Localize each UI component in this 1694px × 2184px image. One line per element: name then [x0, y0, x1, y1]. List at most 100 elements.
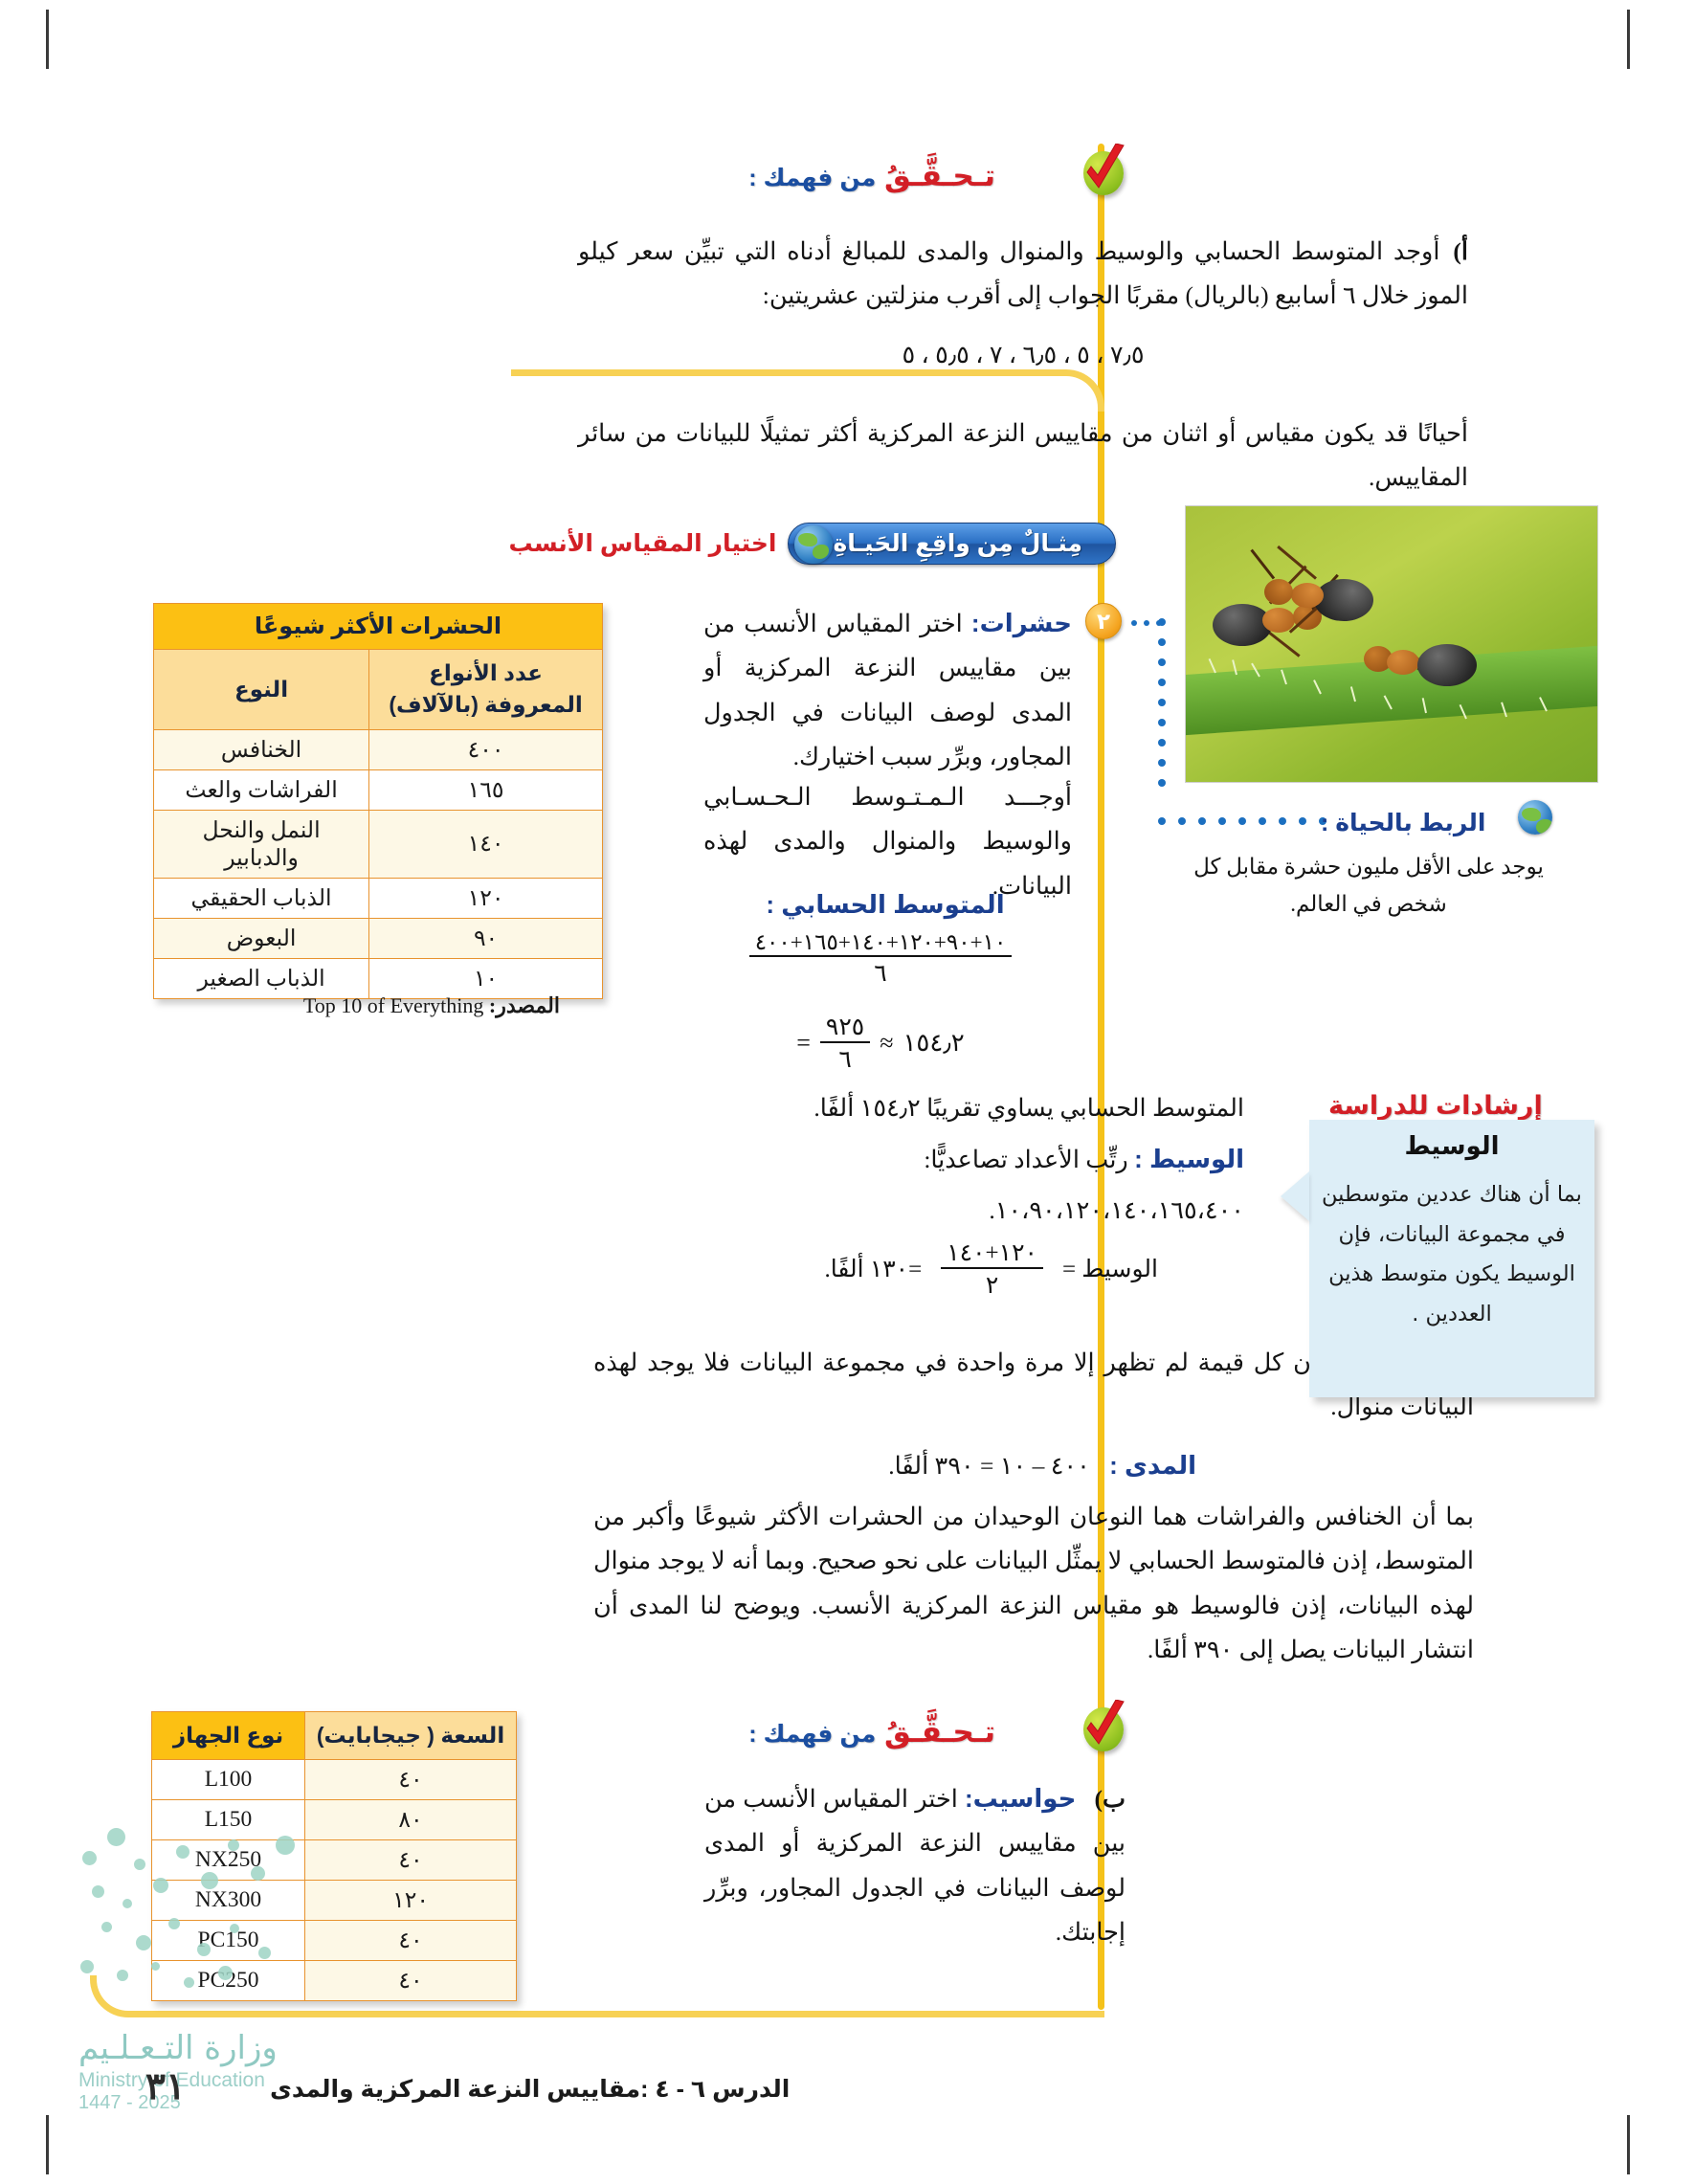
computers-col-device: نوع الجهاز [150, 1710, 306, 1761]
ministry-logo-ar: وزارة التـعـلـيم [78, 2029, 278, 2067]
life-link-title: الربط بالحياة : [1321, 810, 1486, 836]
example-prompt: حشرات: اختر المقياس الأنسب من بين مقاييس… [703, 601, 1072, 780]
crop-mark-top-left [46, 10, 49, 69]
example-number-badge: ٢ [1085, 603, 1122, 639]
insects-table-title-row: الحشرات الأكثر شيوعًا [153, 603, 603, 650]
insect-name: الذباب الصغير [152, 957, 370, 999]
table-row: ١٢٠ NX300 [150, 1880, 517, 1922]
median-result: =١٣٠ ألفًا. [824, 1257, 923, 1282]
mean-label: المتوسط الحسابي : [766, 890, 1005, 919]
banner-red-title: اختيار المقياس الأنسب [508, 530, 777, 557]
decorative-dots [80, 1816, 301, 2008]
insect-count: ٤٠٠ [368, 728, 603, 770]
check-bottom-text: اختر المقياس الأنسب من بين مقاييس النزعة… [704, 1785, 1126, 1947]
ministry-logo-en: Ministry of Education [78, 2069, 265, 2091]
crop-mark-bottom-right [1627, 2115, 1630, 2174]
ants-photo [1185, 505, 1598, 783]
table-row: ٤٠٠ الخنافس [152, 728, 603, 770]
insects-table-title: الحشرات الأكثر شيوعًا [153, 603, 603, 650]
check-understanding-heading-bottom: تـحـقَّـقُ من فهمك : [748, 1715, 995, 1749]
banner-pill-label: مِثـالٌ مِن واقِعِ الحَيـاةِ [833, 530, 1082, 557]
example-task: أوجـــد الـمـتـوسط الـحـسـابي والوسيط وا… [703, 783, 1072, 900]
source-value: Top 10 of Everything [302, 993, 484, 1017]
globe-icon [1518, 800, 1552, 835]
life-link-dots-vertical [1158, 618, 1166, 787]
computers-table: السعة ( جيجابايت) نوع الجهاز ٤٠ L100 ٨٠ … [150, 1710, 517, 2002]
computer-capacity: ٨٠ [304, 1799, 517, 1841]
mean-result-line: ١٥٤٫٢ ≈ ٩٢٥ ٦ = [718, 1013, 1043, 1074]
table-row: ١٤٠ النمل والنحل والدبابير [152, 809, 603, 879]
check-badge-top [1078, 144, 1131, 199]
table-row: ٩٠ البعوض [152, 917, 603, 959]
check-top-item: أ)أوجد المتوسط الحسابي والوسيط والمنوال … [578, 230, 1468, 319]
median-den: ٢ [941, 1267, 1043, 1300]
insect-name: النمل والنحل والدبابير [152, 809, 370, 879]
table-row: ١٦٥ الفراشات والعث [152, 769, 603, 811]
median-instruction: رتِّب الأعداد تصاعديًّا: [924, 1146, 1128, 1173]
checkmark-icon [1086, 1700, 1125, 1745]
approx-sign: ≈ [880, 1029, 894, 1057]
insect-count: ١٠ [368, 957, 603, 999]
computer-capacity: ٤٠ [304, 1839, 517, 1882]
range-text: ٤٠٠ – ١٠ = ٣٩٠ ألفًا. [888, 1452, 1090, 1480]
crop-mark-top-right [1627, 10, 1630, 69]
source-label: المصدر: [488, 993, 560, 1017]
insects-table: الحشرات الأكثر شيوعًا عدد الأنواع المعرو… [152, 603, 603, 999]
median-equation: الوسيط = ١٢٠+١٤٠ ٢ =١٣٠ ألفًا. [622, 1238, 1159, 1300]
check-subtitle: من فهمك : [748, 1721, 877, 1748]
check-title: تـحـقَّـقُ [883, 1715, 995, 1749]
check-badge-bottom [1078, 1700, 1131, 1755]
conclusion-paragraph: بما أن الخنافس والفراشات هما النوعان الو… [593, 1503, 1474, 1664]
computer-capacity: ٤٠ [304, 1920, 517, 1962]
mean-frac2-num: ٩٢٥ [825, 1014, 865, 1040]
insect-name: الفراشات والعث [152, 769, 370, 811]
check-subtitle: من فهمك : [748, 165, 877, 191]
insect-name: الذباب الحقيقي [152, 877, 370, 919]
insects-col-type: النوع [152, 649, 370, 730]
insect-count: ١٢٠ [368, 877, 603, 919]
study-tip-text: بما أن هناك عددين متوسطين في مجموعة البي… [1322, 1182, 1582, 1326]
equals-sign: = [796, 1029, 811, 1057]
check-top-item-label: أ) [1453, 237, 1468, 265]
computer-device: L100 [150, 1759, 306, 1801]
mean-fraction-1: ١٠+٩٠+١٢٠+١٤٠+١٦٥+٤٠٠ ٦ [699, 930, 1062, 988]
range-block: المدى : ٤٠٠ – ١٠ = ٣٩٠ ألفًا. [593, 1443, 1196, 1488]
median-ordered: ١٠،٩٠،١٢٠،١٤٠،١٦٥،٤٠٠. [989, 1196, 1244, 1224]
check-bottom-topic: حواسيب: [965, 1784, 1077, 1813]
example-topic: حشرات: [970, 609, 1072, 637]
check-top-values: ٧٫٥ ، ٥ ، ٦٫٥ ، ٧ ، ٥٫٥ ، ٥ [902, 341, 1145, 368]
life-link-dots-horizontal [1158, 817, 1326, 825]
life-link-text: يوجد على الأقل مليون حشرة مقابل كل شخص ف… [1193, 855, 1544, 917]
globe-icon [794, 525, 834, 564]
check-bottom-item-label: ب) [1094, 1785, 1126, 1813]
table-row: ١٠ الذباب الصغير [152, 957, 603, 999]
table-row: ٨٠ L150 [150, 1799, 517, 1841]
insects-table-header-row: عدد الأنواع المعروفة (بالآلاف) النوع [152, 649, 603, 730]
study-tip-box [1309, 1120, 1594, 1397]
computer-capacity: ٤٠ [304, 1960, 517, 2002]
median-label: الوسيط : [1134, 1145, 1244, 1173]
mean-result-value: ١٥٤٫٢ [903, 1029, 965, 1057]
intro-paragraph: أحيانًا قد يكون مقياس أو اثنان من مقاييس… [578, 419, 1468, 492]
insect-count: ١٤٠ [368, 809, 603, 879]
mean-numerator: ١٠+٩٠+١٢٠+١٤٠+١٦٥+٤٠٠ [754, 930, 1007, 954]
computer-capacity: ١٢٠ [304, 1880, 517, 1922]
table-row: ١٢٠ الذباب الحقيقي [152, 877, 603, 919]
check-understanding-heading-top: تـحـقَّـقُ من فهمك : [748, 159, 995, 193]
computers-table-header-row: السعة ( جيجابايت) نوع الجهاز [150, 1710, 517, 1761]
real-life-example-banner: مِثـالٌ مِن واقِعِ الحَيـاةِ اختيار المق… [508, 523, 1116, 565]
study-tip-header: إرشادات للدراسة [1328, 1091, 1543, 1120]
mean-frac2-den: ٦ [819, 1041, 871, 1074]
check-top-item-text: أوجد المتوسط الحسابي والوسيط والمنوال وا… [578, 237, 1468, 310]
median-num: ١٢٠+١٤٠ [947, 1240, 1037, 1266]
check-title: تـحـقَّـقُ [883, 159, 995, 192]
study-tip-subheader: الوسيط [1404, 1131, 1500, 1160]
banner-pill: مِثـالٌ مِن واقِعِ الحَيـاةِ [788, 523, 1116, 565]
lesson-title: الدرس ٦ - ٤ :مقاييس النزعة المركزية والم… [270, 2076, 791, 2103]
median-block: الوسيط : رتِّب الأعداد تصاعديًّا: [593, 1137, 1244, 1182]
checkmark-icon [1086, 144, 1125, 189]
mean-sentence: المتوسط الحسابي يساوي تقريبًا ١٥٤٫٢ ألفً… [814, 1094, 1244, 1122]
insects-col-count: عدد الأنواع المعروفة (بالآلاف) [368, 649, 603, 730]
ministry-logo-year: 2025 - 1447 [78, 2092, 181, 2113]
